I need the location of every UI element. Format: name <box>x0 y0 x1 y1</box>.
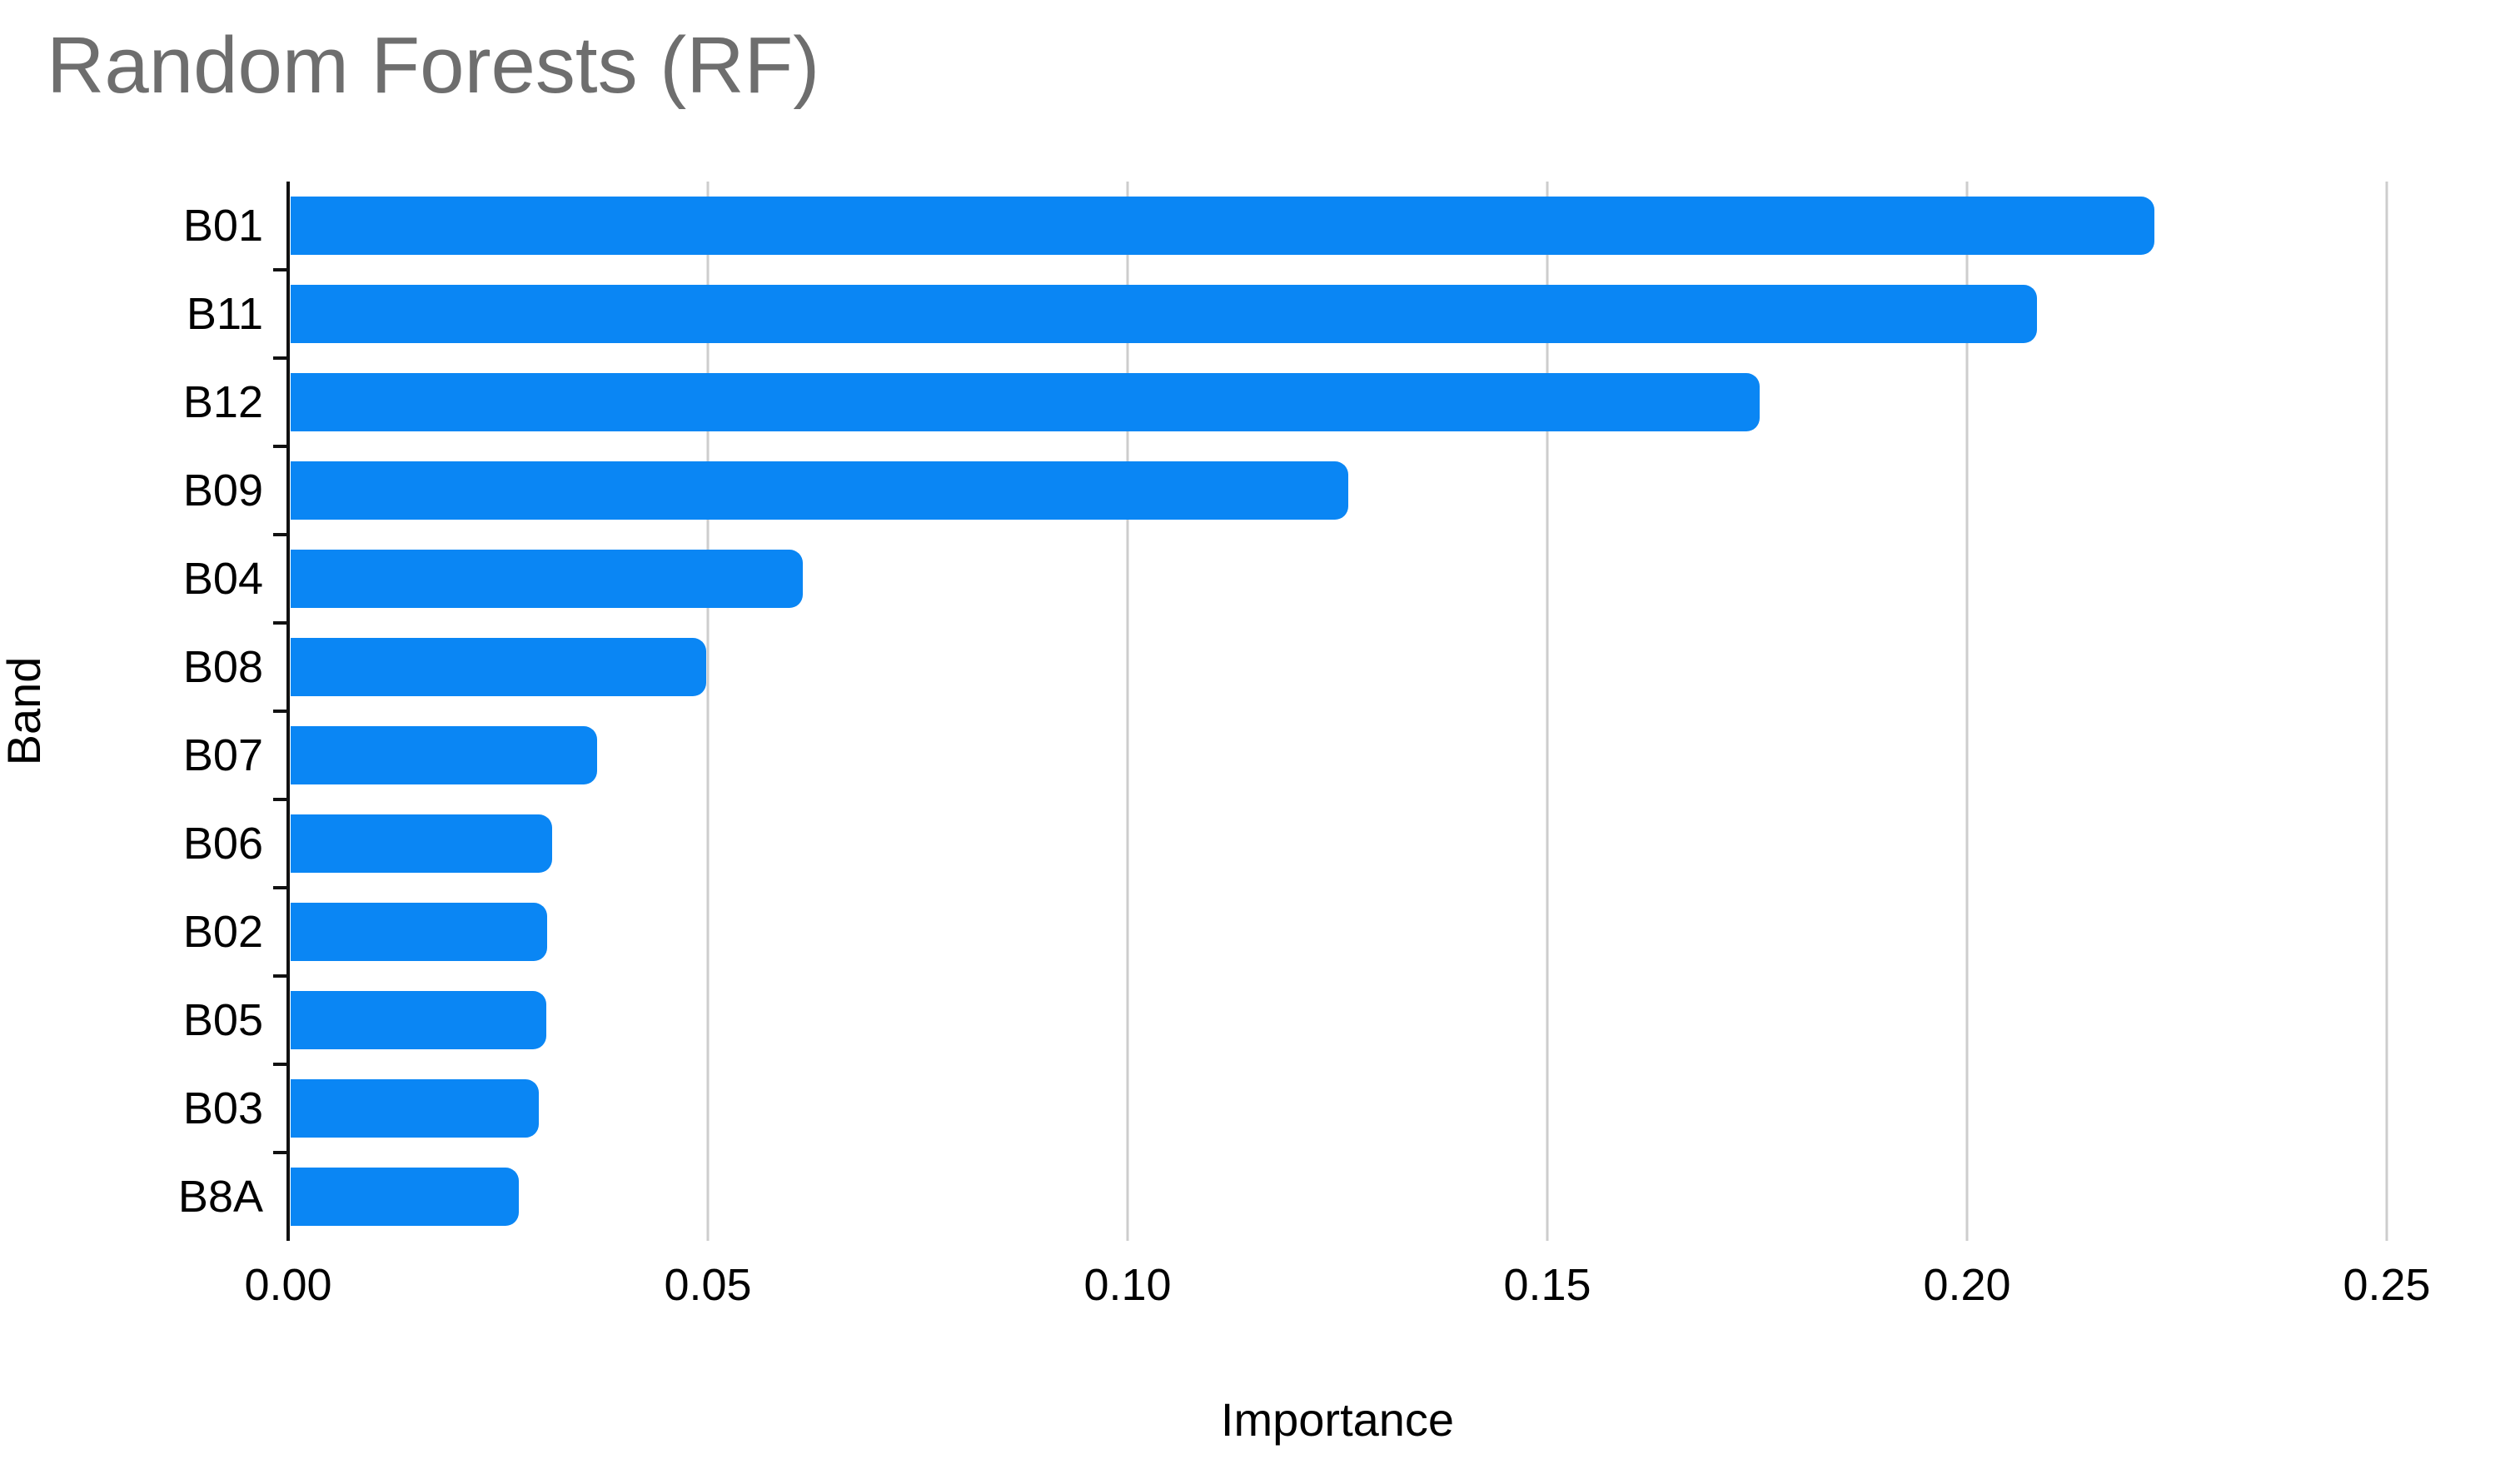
bar-row-b07: B07 <box>183 711 2387 799</box>
gridline-0.10 <box>1126 182 1129 1241</box>
category-label-b04: B04 <box>182 554 263 604</box>
bar-row-b01: B01 <box>183 182 2387 270</box>
y-axis-tick <box>273 886 286 889</box>
x-tick-labels: 0.00 0.05 0.10 0.15 0.20 0.25 <box>244 1259 2430 1317</box>
bar-b12 <box>291 373 1760 431</box>
category-label-b12: B12 <box>182 377 263 427</box>
x-tick-label-0.00: 0.00 <box>244 1260 332 1310</box>
category-label-b07: B07 <box>182 730 263 780</box>
bar-b01 <box>291 197 2154 255</box>
bar-b06 <box>291 814 553 873</box>
y-axis-tick <box>273 1063 286 1066</box>
bar-row-b08: B08 <box>183 623 2387 711</box>
bar-row-b03: B03 <box>183 1064 2387 1153</box>
bar-row-b02: B02 <box>183 888 2387 976</box>
x-tick-label-0.15: 0.15 <box>1503 1260 1591 1310</box>
bar-b09 <box>291 461 1349 520</box>
gridline-0.15 <box>1546 182 1549 1241</box>
gridline-0.05 <box>706 182 710 1241</box>
y-axis-tick <box>273 268 286 271</box>
bar-b11 <box>291 285 2037 343</box>
y-axis-tick <box>273 445 286 448</box>
bar-row-b8a: B8A <box>178 1153 2387 1241</box>
y-axis-tick <box>273 798 286 801</box>
x-axis-title: Importance <box>1220 1393 1455 1446</box>
y-axis-line <box>286 182 290 1241</box>
category-label-b08: B08 <box>182 642 263 692</box>
x-tick-label-0.05: 0.05 <box>664 1260 752 1310</box>
y-axis-tick <box>273 356 286 360</box>
bar-b04 <box>291 550 803 608</box>
chart-title: Random Forests (RF) <box>47 21 820 110</box>
y-axis-title: Band <box>0 656 50 766</box>
category-label-b11: B11 <box>186 289 263 339</box>
bar-row-b11: B11 <box>187 270 2387 358</box>
gridline-0.20 <box>1965 182 1969 1241</box>
bar-b02 <box>291 903 548 961</box>
x-tick-label-0.20: 0.20 <box>1923 1260 2011 1310</box>
plot-area: B01 B11 B12 B09 B04 B08 B07 B06 B02 B05 B03 B8A <box>178 182 2388 1241</box>
bar-row-b04: B04 <box>183 535 2387 623</box>
bar-row-b12: B12 <box>183 358 2387 446</box>
bar-row-b05: B05 <box>183 976 2387 1064</box>
bar-b07 <box>291 726 597 784</box>
y-axis-tick <box>273 710 286 713</box>
gridline-0.25 <box>2385 182 2388 1241</box>
bar-b08 <box>291 638 706 696</box>
y-axis-tick <box>273 621 286 625</box>
y-axis-tick <box>273 1151 286 1154</box>
bar-b03 <box>291 1079 540 1138</box>
category-label-b01: B01 <box>182 201 263 251</box>
x-tick-label-0.25: 0.25 <box>2343 1260 2431 1310</box>
category-label-b03: B03 <box>182 1083 263 1133</box>
x-tick-label-0.10: 0.10 <box>1083 1260 1172 1310</box>
category-label-b05: B05 <box>182 995 263 1045</box>
bar-b8a <box>291 1168 520 1226</box>
category-label-b8a: B8A <box>177 1172 263 1222</box>
category-label-b09: B09 <box>182 466 263 515</box>
bar-b05 <box>291 991 547 1049</box>
y-axis-tick <box>273 974 286 978</box>
bar-row-b06: B06 <box>183 799 2387 888</box>
category-label-b02: B02 <box>182 907 263 957</box>
bar-row-b09: B09 <box>183 446 2387 535</box>
y-axis-tick <box>273 533 286 536</box>
category-label-b06: B06 <box>182 819 263 869</box>
